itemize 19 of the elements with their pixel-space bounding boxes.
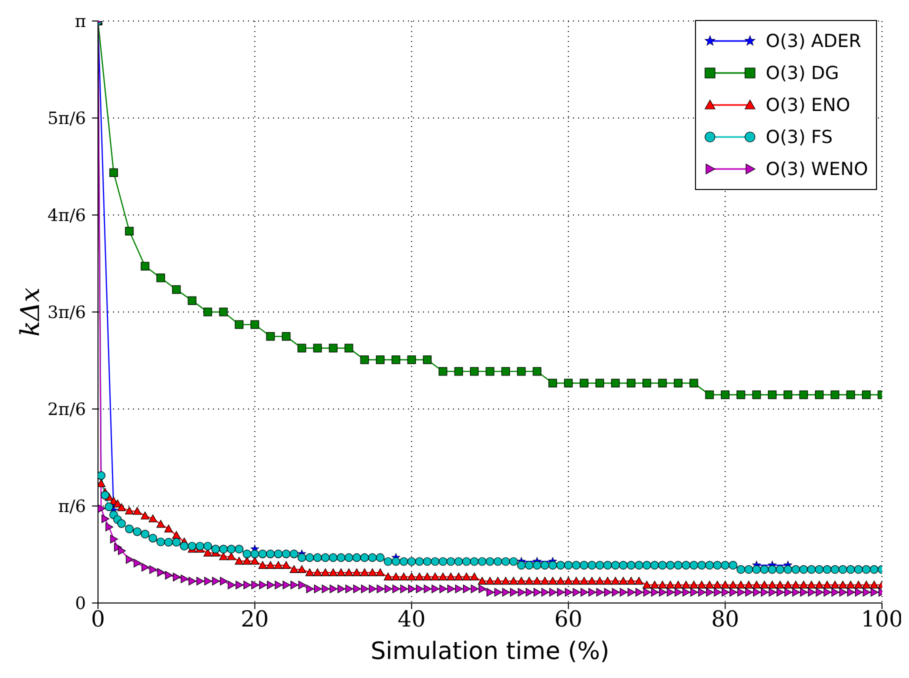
legend-label: O(3) ADER <box>766 30 862 52</box>
x-tick-label: 80 <box>711 608 740 633</box>
legend-label: O(3) DG <box>766 62 839 84</box>
y-tick-label: 3π/6 <box>47 303 86 323</box>
y-axis-title: kΔx <box>16 287 46 337</box>
legend-label: O(3) FS <box>766 126 833 148</box>
y-tick-label: 0 <box>75 594 86 614</box>
legend-label: O(3) WENO <box>766 158 868 180</box>
y-tick-label: 4π/6 <box>47 206 86 226</box>
y-tick-label: 5π/6 <box>47 109 86 129</box>
legend-label: O(3) ENO <box>766 94 850 116</box>
x-tick-label: 20 <box>240 608 269 633</box>
x-axis-title: Simulation time (%) <box>370 637 610 665</box>
y-tick-label: π <box>74 12 86 32</box>
y-tick-label: 2π/6 <box>47 400 86 420</box>
x-tick-label: 0 <box>91 608 105 633</box>
y-tick-label: π/6 <box>58 497 86 517</box>
x-tick-label: 40 <box>398 608 426 633</box>
x-tick-label: 60 <box>554 608 582 633</box>
